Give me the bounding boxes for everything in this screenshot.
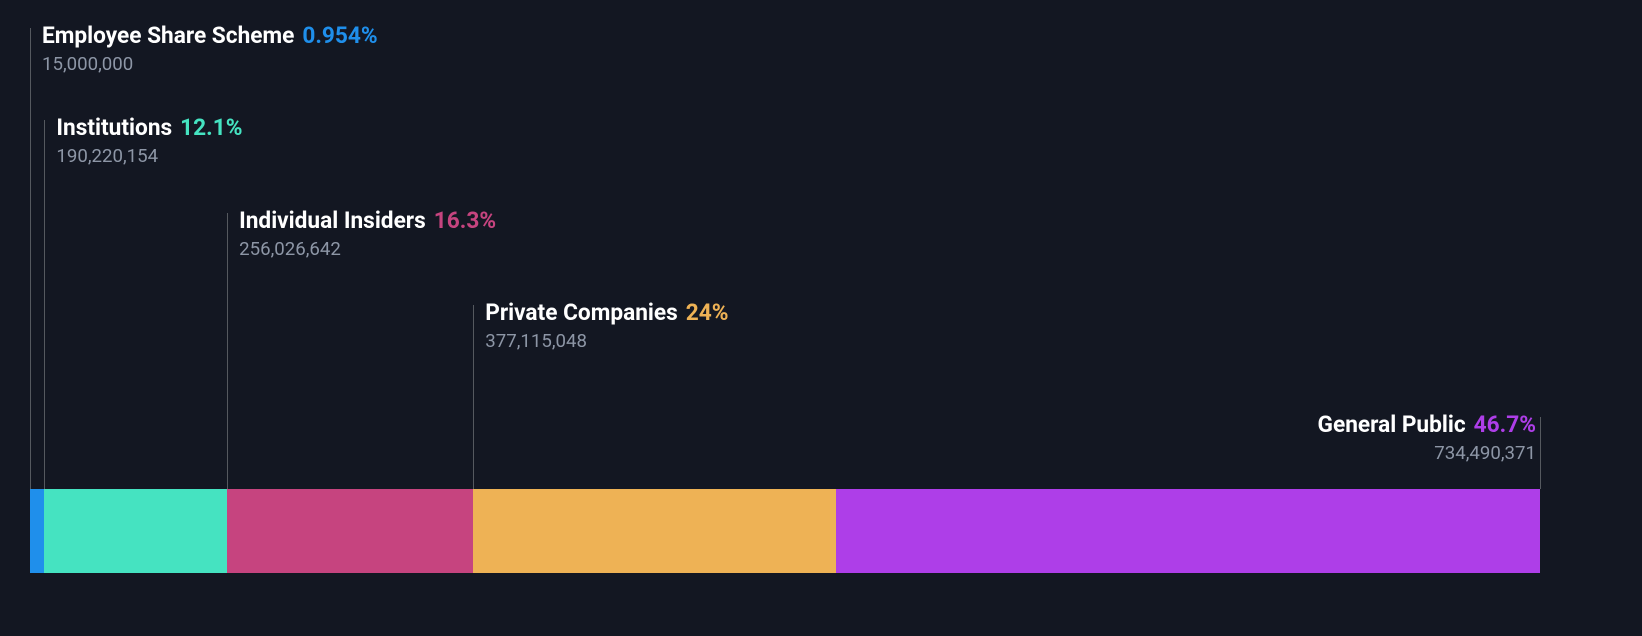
label-individual-insiders: Individual Insiders	[239, 207, 426, 234]
entry-private-companies: Private Companies 24% 377,115,048	[485, 299, 728, 352]
label-employee-share-scheme: Employee Share Scheme	[42, 22, 294, 49]
percent-employee-share-scheme: 0.954%	[302, 22, 377, 49]
bar-track	[30, 489, 1540, 573]
entry-employee-share-scheme: Employee Share Scheme 0.954% 15,000,000	[42, 22, 378, 75]
value-employee-share-scheme: 15,000,000	[42, 53, 378, 75]
percent-institutions: 12.1%	[180, 114, 242, 141]
percent-individual-insiders: 16.3%	[434, 207, 496, 234]
label-institutions: Institutions	[56, 114, 172, 141]
leader-line-institutions	[44, 120, 45, 489]
leader-line-employee-share-scheme	[30, 28, 31, 489]
percent-general-public: 46.7%	[1474, 411, 1536, 438]
entry-general-public: General Public 46.7% 734,490,371	[1318, 411, 1536, 464]
label-general-public: General Public	[1318, 411, 1466, 438]
value-individual-insiders: 256,026,642	[239, 238, 496, 260]
bar-segment-private-companies[interactable]	[473, 489, 835, 573]
leader-line-individual-insiders	[227, 213, 228, 489]
entry-individual-insiders: Individual Insiders 16.3% 256,026,642	[239, 207, 496, 260]
bar-segment-general-public[interactable]	[836, 489, 1540, 573]
leader-line-general-public	[1540, 417, 1541, 489]
label-private-companies: Private Companies	[485, 299, 678, 326]
leader-line-private-companies	[473, 305, 474, 489]
bar-segment-individual-insiders[interactable]	[227, 489, 473, 573]
percent-private-companies: 24%	[686, 299, 729, 326]
ownership-breakdown-chart: Employee Share Scheme 0.954% 15,000,000 Ins…	[0, 0, 1642, 636]
bar-segment-employee-share-scheme[interactable]	[30, 489, 44, 573]
entry-institutions: Institutions 12.1% 190,220,154	[56, 114, 242, 167]
value-institutions: 190,220,154	[56, 145, 242, 167]
value-private-companies: 377,115,048	[485, 330, 728, 352]
value-general-public: 734,490,371	[1318, 442, 1536, 464]
bar-segment-institutions[interactable]	[44, 489, 227, 573]
